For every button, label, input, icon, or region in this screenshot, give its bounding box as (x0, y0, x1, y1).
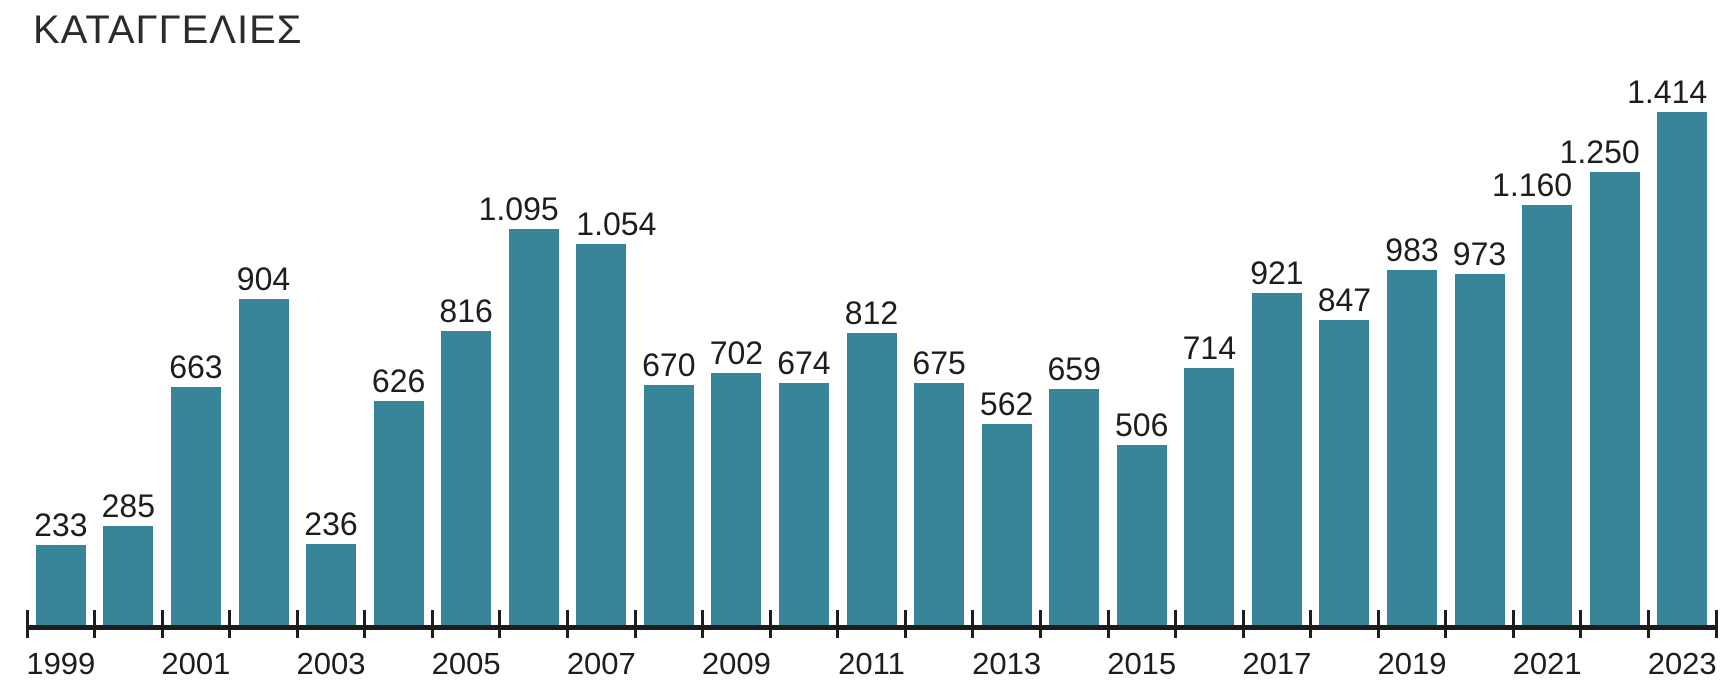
bar (981, 424, 1032, 630)
bar (373, 400, 424, 630)
bar-value-label: 812 (844, 294, 899, 331)
x-axis-year-label: 2013 (972, 646, 1042, 681)
x-axis-tick (430, 610, 434, 638)
x-axis-year-label: 2015 (1107, 646, 1177, 681)
bar (643, 384, 694, 630)
bar-value-label: 847 (1317, 281, 1372, 318)
bar (35, 544, 86, 630)
bar-value-label: 714 (1182, 330, 1236, 367)
bar (1116, 444, 1167, 630)
x-axis-tick (566, 610, 569, 638)
x-axis-tick (1511, 610, 1515, 638)
x-axis-tick (228, 610, 232, 638)
x-axis-tick (1174, 610, 1177, 638)
bar-value-label: 562 (979, 386, 1034, 423)
x-axis-tick (498, 610, 502, 638)
x-axis-tick (836, 610, 840, 638)
bar (1657, 112, 1708, 630)
bar-value-label: 626 (371, 362, 426, 399)
chart-title: ΚΑΤΑΓΓΕΛΙΕΣ (33, 8, 303, 52)
bar-value-label: 285 (101, 487, 155, 524)
bar (846, 332, 897, 630)
x-axis-tick (633, 610, 637, 638)
bar (238, 298, 289, 630)
x-axis-tick (1106, 610, 1110, 638)
x-axis-tick (1714, 610, 1718, 638)
x-axis-year-label: 1999 (26, 646, 96, 681)
bar (508, 228, 559, 630)
bar-value-label: 236 (304, 505, 358, 542)
bar-value-label: 675 (912, 344, 966, 381)
bar (1454, 273, 1505, 630)
bar-value-label: 663 (169, 349, 223, 386)
bar-value-label: 816 (439, 293, 493, 330)
bar (1319, 319, 1370, 630)
x-axis-tick (1646, 610, 1650, 638)
bar-value-label: 1.250 (1559, 134, 1640, 171)
x-axis-tick (1444, 610, 1448, 638)
bar-value-label: 983 (1385, 231, 1439, 268)
bar (1049, 388, 1100, 630)
x-axis-tick (701, 610, 705, 638)
x-axis-year-label: 2017 (1242, 646, 1312, 681)
x-axis-year-label: 2023 (1647, 646, 1717, 681)
bar (1251, 292, 1302, 630)
bar (576, 243, 627, 630)
bar (711, 372, 762, 630)
bar-value-label: 973 (1452, 235, 1507, 272)
bar (1589, 172, 1640, 630)
bar-value-label: 670 (642, 346, 696, 383)
bar-value-label: 702 (709, 334, 764, 371)
x-axis-line (27, 625, 1716, 630)
x-axis-tick (1038, 610, 1042, 638)
bar (306, 543, 356, 630)
x-axis-tick (971, 610, 975, 638)
bar (170, 387, 221, 630)
bar-value-label: 233 (34, 506, 88, 543)
bar-value-label: 1.414 (1627, 74, 1708, 110)
x-axis-tick (93, 610, 97, 638)
bar (778, 383, 829, 630)
x-axis-tick (160, 610, 164, 638)
x-axis-tick (363, 610, 367, 638)
x-axis-tick (295, 610, 299, 638)
bar-value-label: 506 (1114, 406, 1169, 443)
bar (914, 382, 965, 630)
x-axis-year-label: 2011 (838, 646, 905, 681)
x-axis-year-label: 2005 (431, 646, 501, 681)
x-axis-tick (1241, 610, 1245, 638)
x-axis-tick (1376, 610, 1380, 638)
bar (1184, 368, 1235, 630)
bar (103, 525, 154, 630)
bar-value-label: 904 (236, 260, 291, 297)
x-axis-year-label: 2019 (1377, 646, 1447, 681)
bar (1387, 269, 1437, 630)
bar-value-label: 1.160 (1492, 167, 1573, 203)
bar-value-label: 659 (1047, 350, 1101, 387)
x-axis-year-label: 2007 (566, 646, 636, 681)
x-axis-tick (903, 610, 907, 638)
x-axis-year-label: 2009 (701, 646, 771, 681)
x-axis-year-label: 2001 (161, 646, 231, 681)
x-axis-tick (1309, 610, 1313, 638)
x-axis-year-label: 2003 (296, 646, 366, 681)
x-axis-tick (768, 610, 772, 638)
bar (441, 331, 492, 630)
bar-value-label: 921 (1250, 254, 1304, 291)
x-axis-tick (25, 610, 29, 638)
bar-value-label: 1.054 (576, 205, 657, 242)
bar-value-label: 1.095 (478, 190, 559, 227)
x-axis-tick (1579, 610, 1583, 638)
bar (1522, 205, 1573, 630)
x-axis-year-label: 2021 (1512, 646, 1582, 681)
bar-value-label: 674 (777, 345, 831, 382)
